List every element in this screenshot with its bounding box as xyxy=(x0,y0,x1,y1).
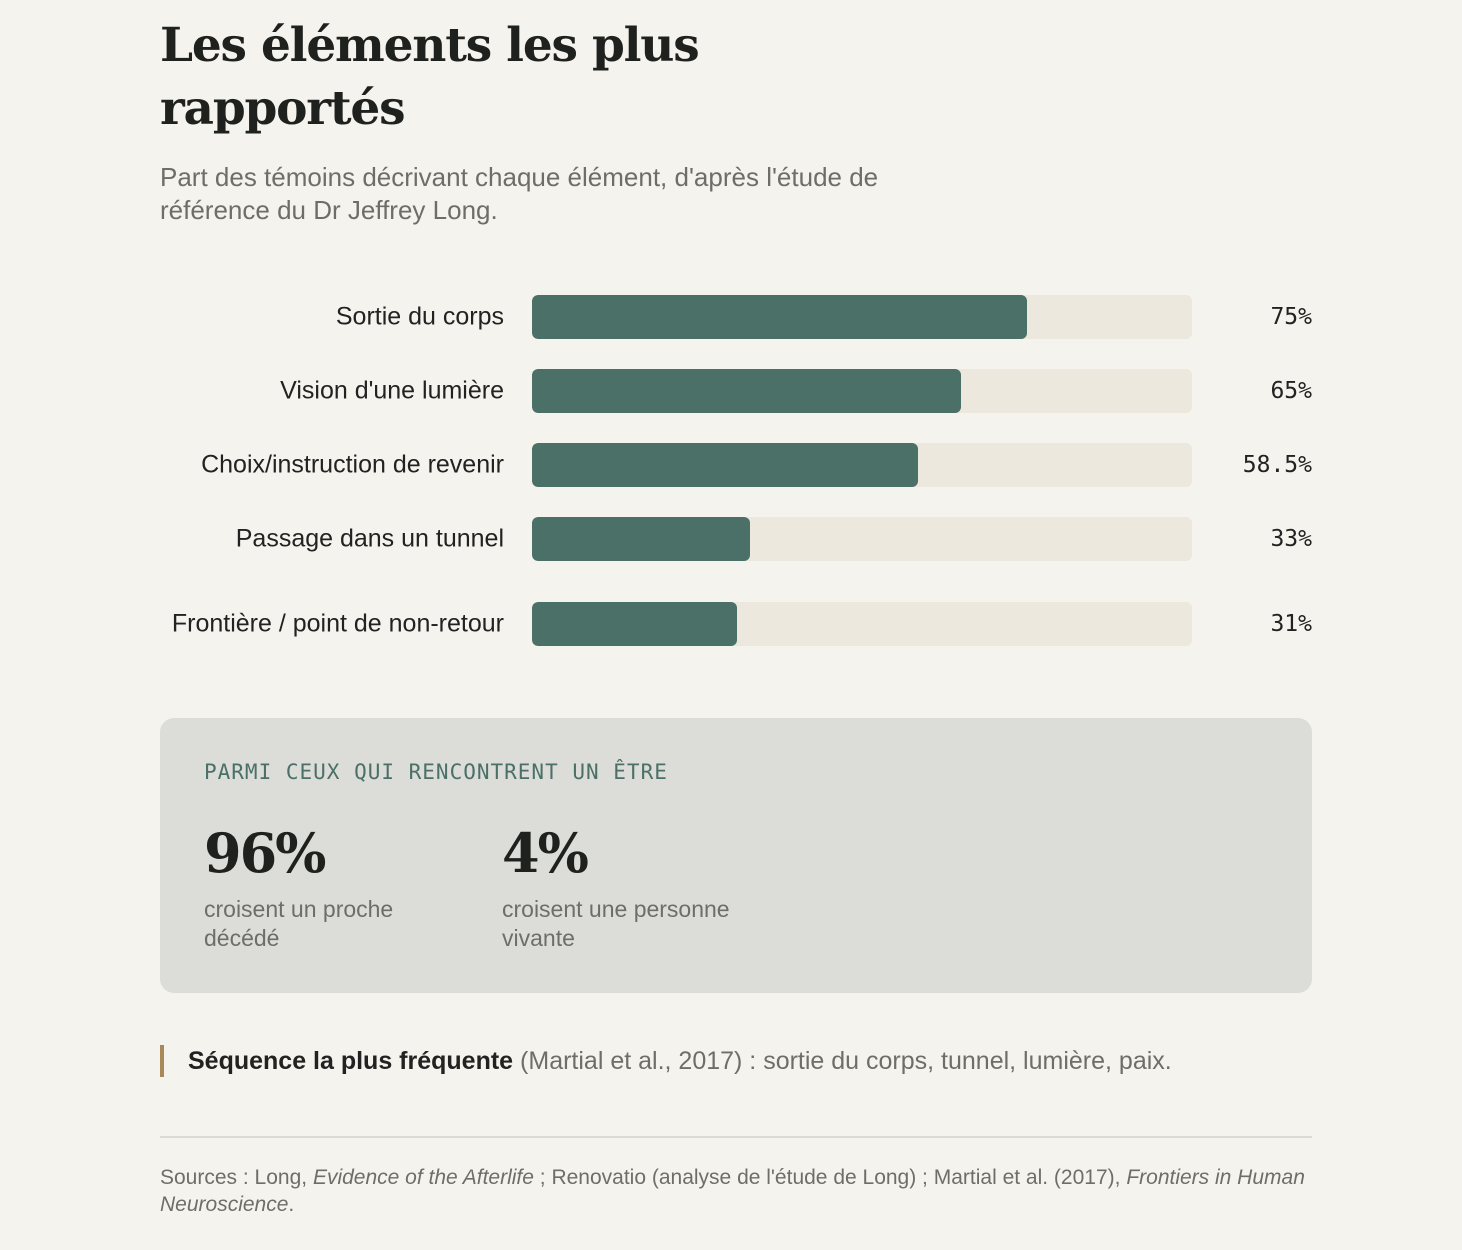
bar-value-label: 75% xyxy=(1270,304,1312,330)
bar-label: Sortie du corps xyxy=(335,302,504,331)
stat-value: 4% xyxy=(502,821,589,885)
bar-label: Frontière / point de non-retour xyxy=(171,609,504,638)
stat-value: 96% xyxy=(204,821,326,885)
bar-value-label: 33% xyxy=(1270,526,1312,552)
stat-living: 4% croisent une personne vivante xyxy=(502,821,752,953)
bar xyxy=(532,295,1027,339)
panel-kicker: PARMI CEUX QUI RENCONTRENT UN ÊTRE xyxy=(204,760,668,784)
bar-label: Choix/instruction de revenir xyxy=(201,450,504,479)
sources-journal: Frontiers in Human Neuroscience xyxy=(160,1166,1305,1216)
divider xyxy=(160,1136,1312,1138)
bar xyxy=(532,369,961,413)
sources: Sources : Long, Evidence of the Afterlif… xyxy=(160,1164,1312,1218)
sequence-callout: Séquence la plus fréquente (Martial et a… xyxy=(160,1045,1172,1077)
sequence-text: (Martial et al., 2017) : sortie du corps… xyxy=(513,1047,1172,1075)
sources-middle: ; Renovatio (analyse de l'étude de Long)… xyxy=(533,1166,1127,1189)
being-encounter-panel: PARMI CEUX QUI RENCONTRENT UN ÊTRE 96% c… xyxy=(160,718,1312,993)
bar-value-label: 65% xyxy=(1270,378,1312,404)
bar-track xyxy=(532,517,1192,561)
bar-value-label: 58.5% xyxy=(1242,452,1312,478)
bar-label: Vision d'une lumière xyxy=(280,376,504,405)
stat-description: croisent une personne vivante xyxy=(502,896,730,951)
page-title: Les éléments les plus rapportés xyxy=(160,18,700,136)
bar xyxy=(532,517,750,561)
page-subtitle: Part des témoins décrivant chaque élémen… xyxy=(160,162,879,225)
stat-deceased: 96% croisent un proche décédé xyxy=(204,821,454,953)
bar-label: Passage dans un tunnel xyxy=(235,524,504,553)
bar xyxy=(532,443,919,487)
sources-suffix: . xyxy=(288,1193,295,1216)
sources-prefix: Sources : Long, xyxy=(160,1166,313,1189)
bar-row: Vision d'une lumière 65% xyxy=(160,369,1312,413)
bar-track xyxy=(532,443,1192,487)
bar-row: Passage dans un tunnel 33% xyxy=(160,517,1312,561)
sources-book: Evidence of the Afterlife xyxy=(312,1166,534,1189)
bar-track xyxy=(532,369,1192,413)
bar-chart: Sortie du corps 75% Vision d'une lumière 65… xyxy=(160,290,1312,670)
bar-row: Choix/instruction de revenir 58.5% xyxy=(160,443,1312,487)
bar xyxy=(532,602,737,646)
bar-row: Frontière / point de non-retour 31% xyxy=(160,602,1312,646)
bar-value-label: 31% xyxy=(1270,611,1312,637)
bar-row: Sortie du corps 75% xyxy=(160,295,1312,339)
bar-track xyxy=(532,295,1192,339)
bar-track xyxy=(532,602,1192,646)
stat-description: croisent un proche décédé xyxy=(204,896,394,951)
sequence-heading: Séquence la plus fréquente xyxy=(188,1047,514,1075)
